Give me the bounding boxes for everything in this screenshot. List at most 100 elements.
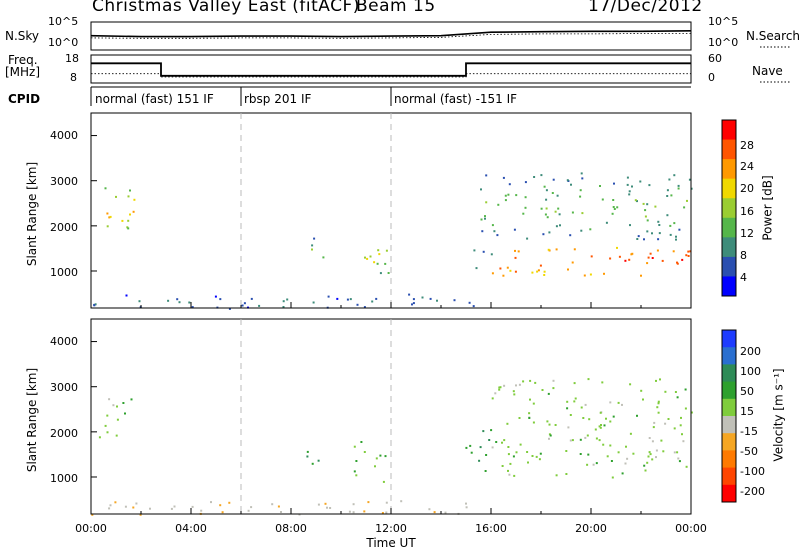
velocity-cell (655, 379, 657, 382)
velocity-cell (271, 503, 274, 506)
noise-right-tick-bottom: 10^0 (708, 36, 739, 49)
velocity-cell (428, 508, 431, 511)
power-cell (668, 178, 671, 181)
velocity-cell (132, 506, 135, 509)
power-cell (581, 177, 584, 180)
xtick-2: 08:00 (275, 522, 307, 535)
power-cell (509, 269, 512, 272)
power-cell (616, 206, 619, 209)
velocity-cell (112, 404, 115, 407)
velocity-cell (104, 424, 107, 427)
velocity-cell (311, 462, 314, 465)
freq-unit-label: [MHz] (5, 65, 41, 79)
power-cell (108, 216, 111, 219)
velocity-cell (584, 403, 587, 406)
cpid-segment-1: normal (fast) 151 IF (95, 92, 214, 106)
velocity-cell (400, 500, 403, 503)
velocity-cell (532, 402, 535, 405)
power-cell (491, 224, 494, 227)
velocity-cell (488, 439, 491, 441)
power-cell (678, 228, 681, 231)
velocity-cell (498, 388, 501, 391)
power-cell (686, 199, 688, 202)
velocity-cell (601, 381, 604, 384)
velocity-cell (548, 423, 551, 426)
velocity-cell (678, 460, 681, 463)
power-cell (412, 298, 415, 301)
power-cell (502, 176, 505, 179)
power-cell (644, 215, 647, 218)
velocity-cell (433, 511, 436, 514)
power-cell (628, 190, 631, 193)
power-cell (473, 249, 476, 252)
power-cell (282, 300, 285, 303)
velocity-cell (664, 422, 667, 425)
velocity-ylabel: Slant Range [km] (25, 367, 40, 473)
power-cell (567, 268, 569, 271)
vel-cb-tick-100: 100 (740, 365, 761, 378)
velocity-cell (98, 436, 101, 439)
velocity-cell (657, 400, 660, 403)
power-cell (126, 226, 129, 229)
freq-left-tick-bottom: 8 (70, 71, 77, 84)
power-cell (601, 198, 604, 201)
power-cell (408, 293, 411, 296)
velocity-data-cells (91, 378, 693, 516)
velocity-cell (676, 396, 679, 399)
velocity-cell (515, 451, 518, 454)
power-cell (629, 224, 631, 227)
power-cell (371, 300, 374, 303)
power-cell (624, 259, 627, 262)
power-cell (634, 199, 637, 202)
velocity-cell (506, 422, 509, 425)
power-cell (569, 234, 572, 237)
velocity-cell (531, 455, 534, 457)
colorbars (721, 119, 737, 503)
xtick-1: 04:00 (175, 522, 207, 535)
power-cell (631, 252, 634, 255)
velocity-cell (444, 511, 447, 514)
velocity-cell (367, 501, 370, 504)
velocity-cell (552, 379, 555, 382)
power-cell (127, 227, 130, 230)
power-cell (109, 215, 112, 218)
velocity-cell (595, 437, 598, 440)
velocity-cell (625, 445, 627, 448)
power-cell (547, 248, 550, 251)
freq-panel-frame (90, 54, 692, 84)
velocity-cell (629, 383, 632, 386)
power-cell (580, 172, 583, 175)
power-cell (311, 248, 313, 251)
velocity-cell (507, 469, 509, 472)
velocity-cell (579, 438, 582, 441)
power-cell (286, 298, 289, 301)
velocity-cell (579, 453, 582, 455)
power-cell (514, 249, 516, 252)
velocity-colorbar-label: Velocity [m s⁻¹] (771, 368, 786, 462)
power-cell (379, 272, 382, 275)
power-cell (589, 228, 592, 231)
velocity-cell (478, 459, 481, 462)
velocity-cell (501, 465, 504, 467)
power-cell (475, 267, 478, 270)
velocity-cell (508, 473, 511, 476)
vel-ytick-4000: 4000 (50, 335, 78, 348)
velocity-cell (662, 450, 665, 453)
power-cell (436, 299, 438, 302)
velocity-cell (352, 503, 355, 506)
power-cell (497, 203, 500, 206)
power-cell (540, 207, 543, 210)
power-cell (411, 303, 413, 306)
power-cell (628, 193, 631, 196)
velocity-cell (385, 511, 388, 514)
power-cell (219, 298, 222, 301)
velocity-cell (355, 474, 358, 477)
velocity-cell (306, 455, 309, 458)
power-cell (412, 302, 415, 305)
power-cell (539, 264, 542, 267)
velocity-cell (673, 427, 676, 430)
velocity-cell (674, 391, 677, 393)
power-cell (533, 176, 536, 178)
power-cell (507, 193, 510, 196)
power-cell (646, 203, 649, 206)
